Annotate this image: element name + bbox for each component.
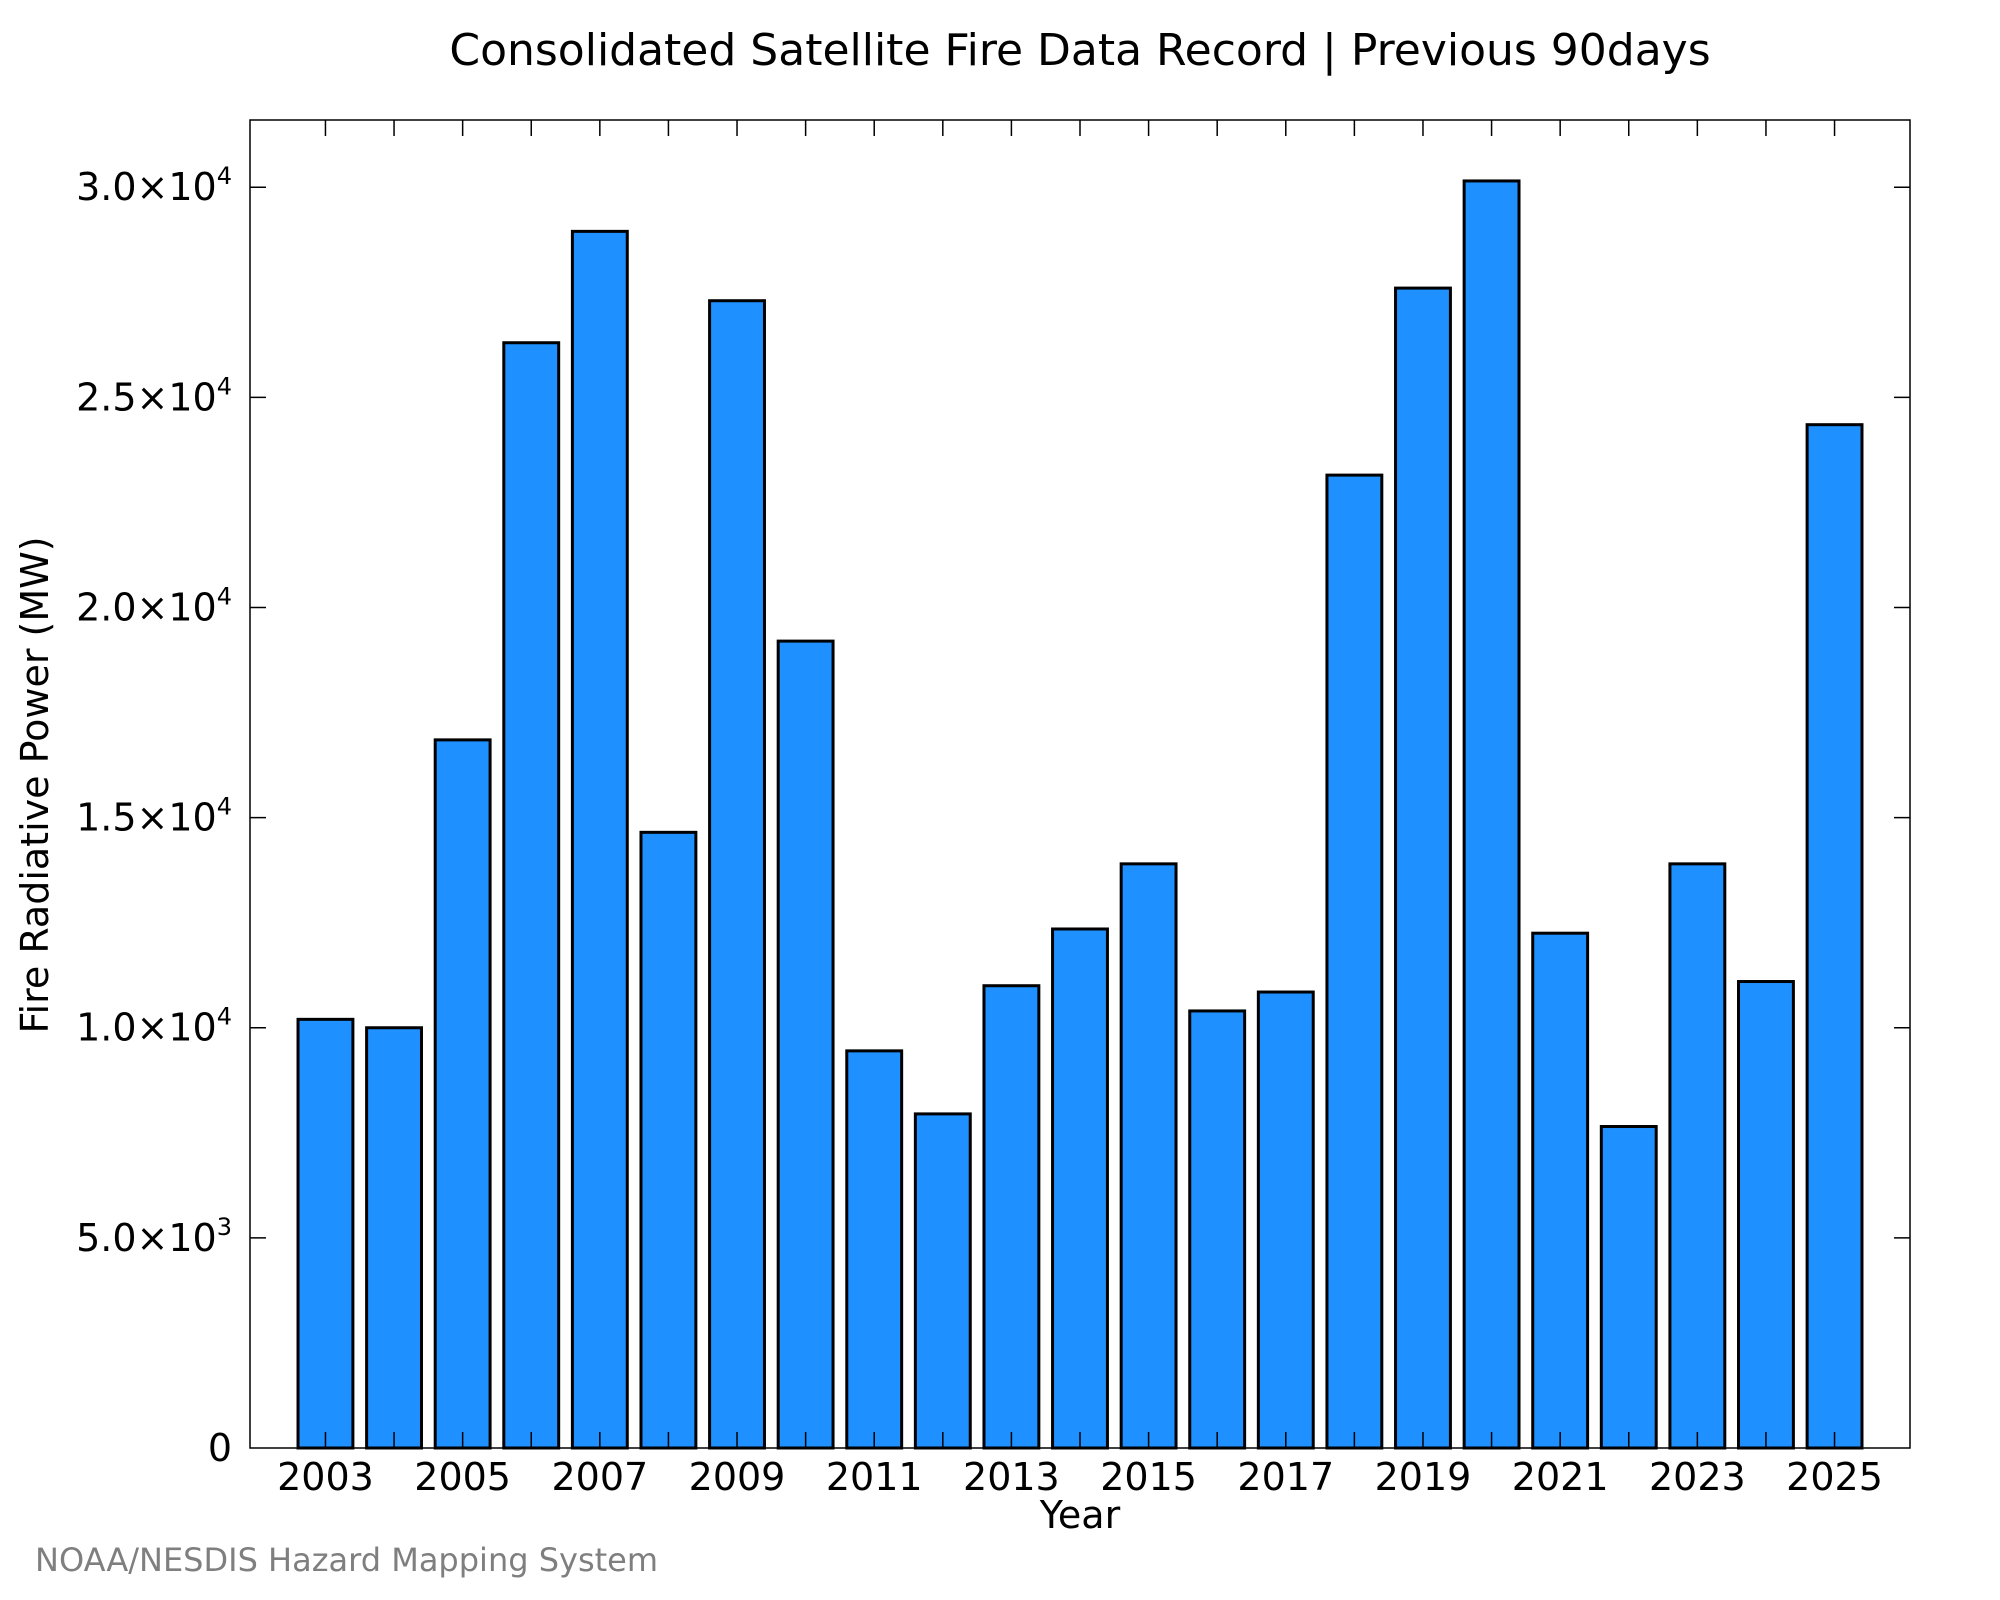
bar-2011 (845, 1049, 904, 1450)
x-tick-label: 2025 (1786, 1455, 1883, 1499)
bar-2020 (1462, 179, 1521, 1450)
bar-2022 (1599, 1125, 1658, 1450)
y-tick-label: 5.0×103 (76, 1213, 232, 1260)
x-tick-label: 2003 (277, 1455, 374, 1499)
bar-2007 (570, 229, 629, 1450)
bar-2013 (982, 984, 1041, 1450)
x-tick-label: 2019 (1375, 1455, 1472, 1499)
x-tick-label: 2021 (1512, 1455, 1609, 1499)
bar-2012 (913, 1112, 972, 1450)
bar-2004 (365, 1026, 423, 1450)
y-tick-label: 2.5×104 (76, 372, 232, 419)
x-tick-label: 2017 (1237, 1455, 1334, 1499)
y-tick-label: 3.0×104 (76, 162, 232, 209)
bar-2003 (296, 1017, 355, 1450)
x-axis-label: Year (1039, 1493, 1121, 1537)
plot-area: 0 5.0×103 1.0×104 1.5×104 2.0×104 2.5×104 3.0×… (76, 119, 1911, 1499)
x-tick-label: 2007 (551, 1455, 648, 1499)
x-tick-label: 2011 (826, 1455, 923, 1499)
bar-2010 (776, 639, 835, 1450)
y-tick-label: 1.5×104 (76, 793, 232, 840)
bar-2006 (502, 341, 561, 1450)
bar-2009 (708, 299, 766, 1450)
x-tick-label: 2005 (414, 1455, 511, 1499)
bar-2019 (1394, 286, 1452, 1450)
y-axis-label: Fire Radiative Power (MW) (13, 536, 57, 1033)
y-tick-label: 2.0×104 (76, 582, 232, 629)
y-tick-label: 1.0×104 (76, 1003, 232, 1050)
source-credit: NOAA/NESDIS Hazard Mapping System (35, 1541, 658, 1579)
bar-2015 (1119, 862, 1178, 1450)
bar-2025 (1805, 423, 1864, 1450)
bar-2016 (1188, 1009, 1247, 1450)
y-tick-label: 0 (208, 1426, 232, 1470)
bar-2014 (1051, 927, 1109, 1450)
x-tick-label: 2013 (963, 1455, 1060, 1499)
bar-2017 (1256, 990, 1315, 1450)
bar-2005 (433, 738, 492, 1450)
bar-2023 (1668, 862, 1727, 1450)
x-tick-label: 2023 (1649, 1455, 1746, 1499)
x-ticks-group: 2003 2005 2007 2009 2011 2013 2015 2017 2019 2021… (277, 120, 1883, 1499)
bar-2021 (1531, 931, 1590, 1450)
y-ticks-group: 0 5.0×103 1.0×104 1.5×104 2.0×104 2.5×104 3.0×… (76, 162, 1910, 1470)
x-tick-label: 2009 (689, 1455, 786, 1499)
bars-group (296, 179, 1864, 1450)
bar-2018 (1325, 473, 1384, 1450)
chart-title: Consolidated Satellite Fire Data Record … (449, 25, 1710, 76)
x-tick-label: 2015 (1100, 1455, 1197, 1499)
bar-2024 (1737, 980, 1795, 1450)
bar-2008 (639, 830, 698, 1450)
